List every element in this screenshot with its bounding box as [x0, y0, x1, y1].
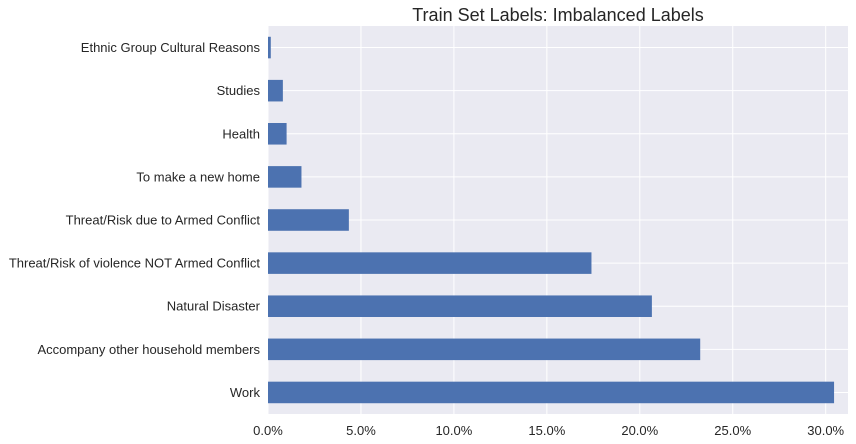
bar [268, 209, 349, 231]
category-label: Studies [217, 83, 261, 98]
x-tick-label: 10.0% [435, 423, 472, 438]
x-tick-label: 0.0% [253, 423, 283, 438]
category-label: Work [230, 385, 261, 400]
bar [268, 338, 701, 361]
x-tick-label: 20.0% [621, 423, 658, 438]
chart-title: Train Set Labels: Imbalanced Labels [412, 5, 704, 25]
bar [268, 36, 271, 59]
category-label: To make a new home [136, 169, 260, 184]
x-tick-label: 15.0% [528, 423, 565, 438]
bar [268, 381, 835, 404]
category-label: Natural Disaster [167, 299, 261, 314]
bars [268, 36, 835, 404]
x-tick-label: 5.0% [346, 423, 376, 438]
bar [268, 295, 652, 317]
category-label: Threat/Risk of violence NOT Armed Confli… [9, 256, 261, 271]
x-tick-labels: 0.0% 5.0% 10.0% 15.0% 20.0% 25.0% 30.0% [253, 423, 844, 438]
bar [268, 166, 302, 188]
bar [268, 252, 592, 274]
category-label: Health [222, 126, 260, 141]
bar [268, 123, 287, 145]
category-label: Accompany other household members [37, 342, 260, 357]
x-tick-label: 25.0% [714, 423, 751, 438]
category-label: Ethnic Group Cultural Reasons [81, 40, 261, 55]
category-label: Threat/Risk due to Armed Conflict [66, 213, 261, 228]
x-tick-label: 30.0% [807, 423, 844, 438]
bar [268, 79, 283, 102]
category-labels: Ethnic Group Cultural Reasons Studies Heal… [9, 40, 261, 400]
